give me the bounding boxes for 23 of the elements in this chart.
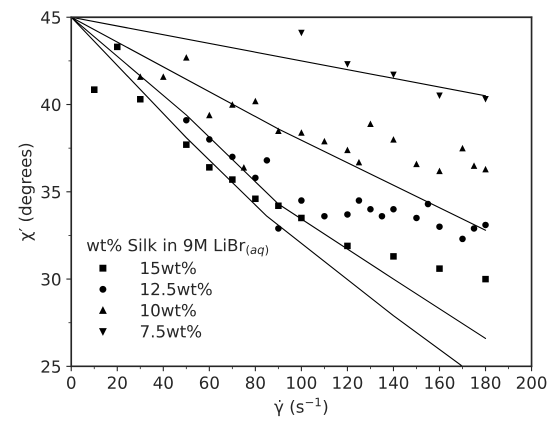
y-tick-label: 45 <box>41 11 60 24</box>
x-tick-label: 160 <box>425 376 454 389</box>
y-axis-title: χ′ (degrees) <box>18 144 35 241</box>
x-axis-title: γ̇ (s$^{−1}$) <box>274 398 328 416</box>
legend-label: 7.5wt% <box>140 325 202 338</box>
x-tick-label: 100 <box>287 376 316 389</box>
x-tick-label: 120 <box>333 376 362 389</box>
legend-label: 12.5wt% <box>141 282 212 296</box>
y-tick-label: 30 <box>42 273 60 286</box>
legend-label: 10wt% <box>141 304 196 317</box>
x-tick-label: 180 <box>471 376 500 389</box>
x-tick-label: 40 <box>154 376 173 389</box>
legend-label: 15wt% <box>141 262 196 274</box>
y-tick-label: 40 <box>41 98 60 112</box>
y-tick-label: 25 <box>42 360 60 373</box>
x-tick-label: 140 <box>379 376 408 389</box>
legend-title: wt% Silk in 9M LiBr$_{(aq)}$ <box>86 238 268 256</box>
x-tick-label: 200 <box>516 376 546 389</box>
y-tick-label: 35 <box>42 186 60 198</box>
x-tick-label: 20 <box>108 376 127 389</box>
x-tick-label: 80 <box>246 376 265 389</box>
x-tick-label: 60 <box>200 376 219 389</box>
x-tick-label: 0 <box>67 376 76 389</box>
